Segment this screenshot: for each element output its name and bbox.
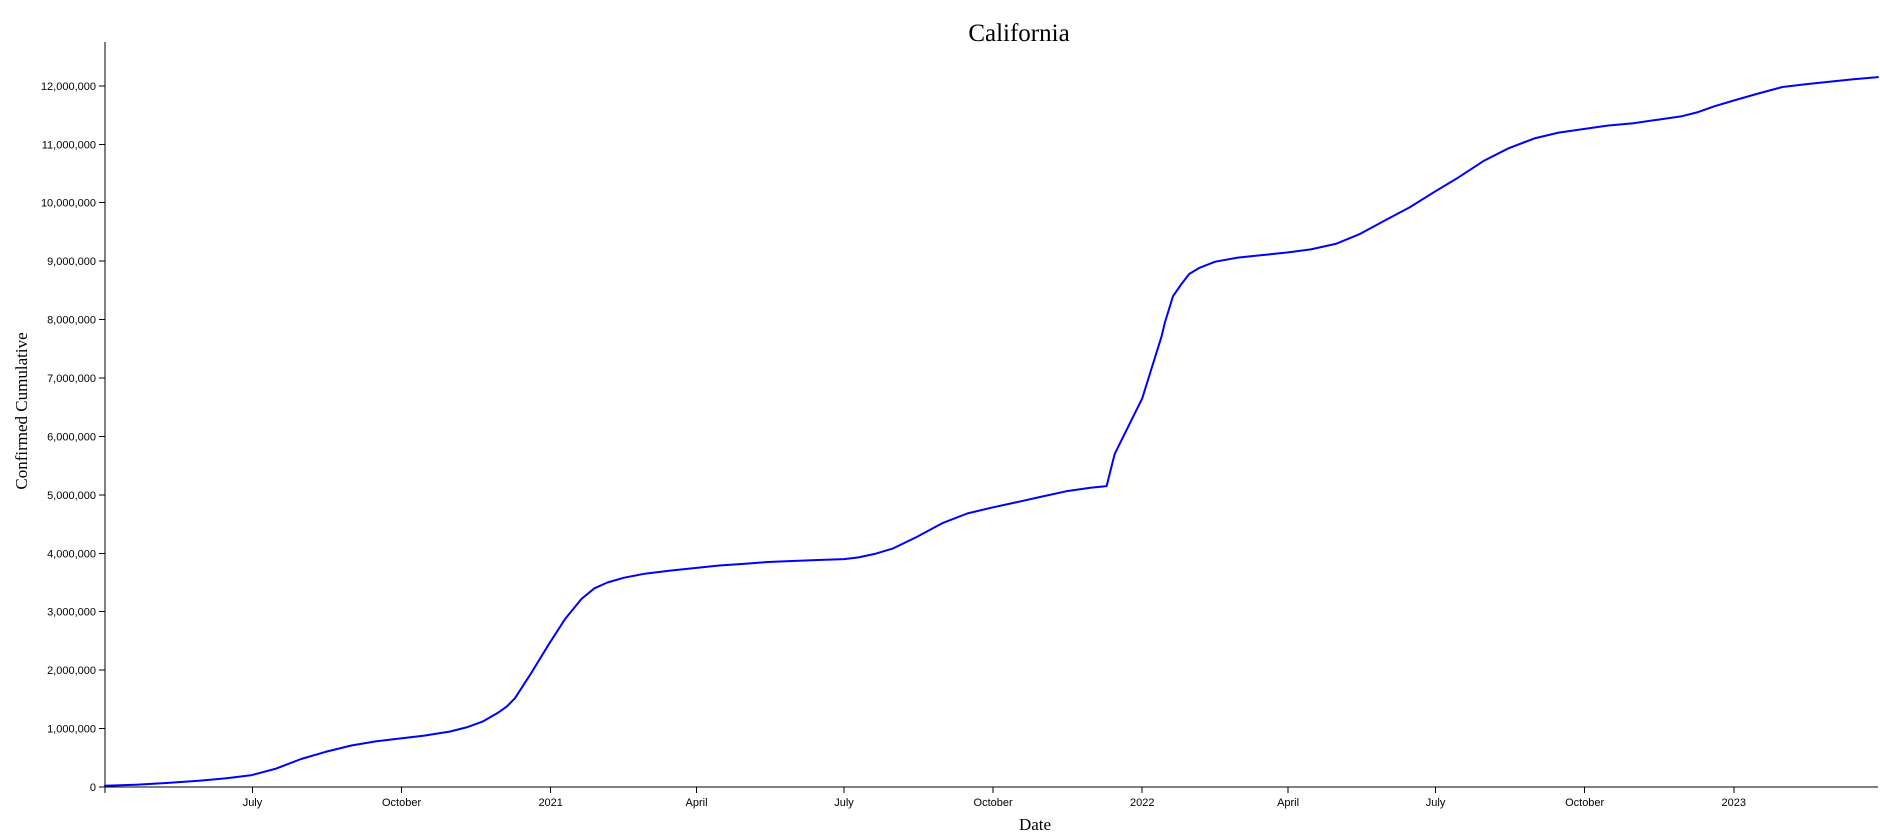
x-tick-label: July [243,797,263,809]
x-tick-label: 2021 [538,797,562,809]
y-tick-label: 3,000,000 [47,607,96,619]
x-tick-label: October [382,797,421,809]
y-tick-label: 5,000,000 [47,490,96,502]
x-axis-title: Date [1019,815,1051,834]
y-tick-label: 4,000,000 [47,548,96,560]
x-tick-label: October [974,797,1013,809]
y-axis-title: Confirmed Cumulative [12,332,31,489]
y-tick-label: 8,000,000 [47,315,96,327]
y-tick-label: 2,000,000 [47,665,96,677]
y-tick-label: 6,000,000 [47,431,96,443]
y-axis: 0 1,000,000 2,000,000 3,000,000 4,000,000 5,0… [41,42,106,794]
x-tick-label: 2023 [1722,797,1746,809]
series-layer [104,76,1879,787]
x-tick-label: July [834,797,854,809]
x-tick-label: 2022 [1130,797,1154,809]
x-axis: July October 2021 April July October 2022 April… [104,786,1878,809]
x-tick-label: April [686,797,708,809]
y-tick-label: 10,000,000 [41,198,96,210]
x-tick-label: April [1277,797,1299,809]
y-tick-label: 11,000,000 [42,139,96,151]
y-tick-label: 7,000,000 [47,373,96,385]
y-tick-label: 1,000,000 [47,724,96,736]
y-tick-label: 12,000,000 [41,81,96,93]
series-line [104,76,1879,787]
x-tick-label: October [1565,797,1604,809]
y-tick-label: 9,000,000 [47,256,96,268]
chart-title: California [968,20,1069,47]
y-tick-label: 0 [90,782,96,794]
x-tick-label: July [1426,797,1446,809]
